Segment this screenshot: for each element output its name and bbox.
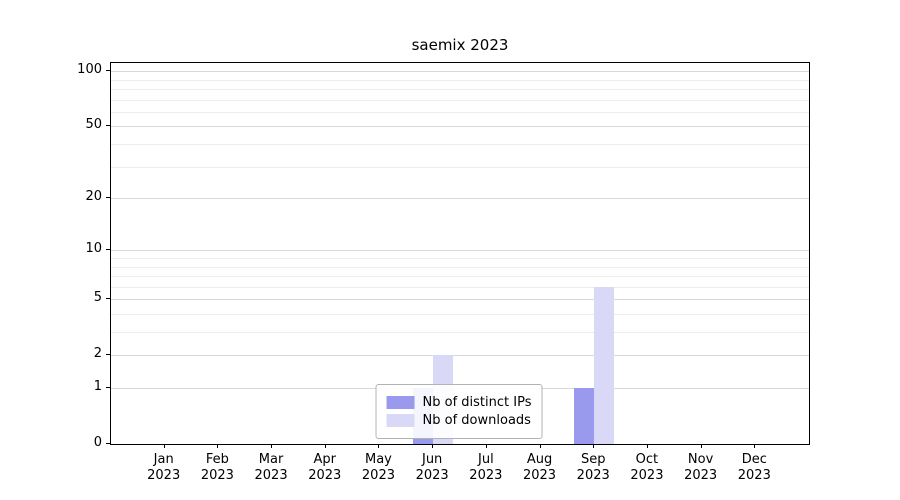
x-tick-month: Jan xyxy=(153,452,174,467)
x-tick-year: 2023 xyxy=(147,468,181,483)
x-tick-label: May 2023 xyxy=(348,452,408,484)
y-gridline xyxy=(111,79,809,81)
y-tick-label: 20 xyxy=(85,189,102,205)
y-tick-mark xyxy=(106,387,110,388)
y-gridline xyxy=(111,299,809,301)
y-gridline xyxy=(111,258,809,259)
x-tick-mark xyxy=(324,444,326,448)
x-tick-year: 2023 xyxy=(254,468,288,483)
y-tick-mark xyxy=(106,443,110,444)
x-tick-month: Dec xyxy=(741,452,767,467)
y-tick-label: 10 xyxy=(85,241,102,257)
x-tick-label: Jun 2023 xyxy=(402,452,462,484)
x-tick-month: Aug xyxy=(526,452,553,467)
y-gridline xyxy=(111,71,809,73)
x-tick-mark xyxy=(217,444,219,448)
y-gridline xyxy=(111,250,809,252)
y-tick-label: 2 xyxy=(93,346,102,362)
legend-label: Nb of distinct IPs xyxy=(422,395,532,410)
y-gridline xyxy=(111,198,809,200)
x-tick-mark xyxy=(378,444,380,448)
x-tick-year: 2023 xyxy=(522,468,557,483)
y-tick-label: 1 xyxy=(93,379,102,394)
x-tick-mark xyxy=(593,444,595,448)
x-tick-mark xyxy=(539,444,541,448)
x-tick-mark xyxy=(646,444,648,448)
y-gridline xyxy=(111,89,809,91)
y-tick-mark xyxy=(106,70,110,72)
x-tick-label: Jul 2023 xyxy=(456,452,516,484)
y-gridline xyxy=(111,99,809,101)
x-tick-month: Feb xyxy=(205,452,229,467)
y-gridline xyxy=(111,166,809,168)
legend-entry: Nb of distinct IPs xyxy=(386,395,532,410)
y-tick-label: 50 xyxy=(85,117,102,133)
legend-label: Nb of downloads xyxy=(422,413,531,428)
x-tick-label: Feb 2023 xyxy=(187,452,247,484)
x-tick-mark xyxy=(754,444,756,448)
x-tick-year: 2023 xyxy=(415,468,449,483)
x-tick-year: 2023 xyxy=(469,468,503,483)
x-tick-year: 2023 xyxy=(684,468,718,483)
x-tick-label: Dec 2023 xyxy=(724,452,784,484)
plot-area xyxy=(110,62,810,445)
y-tick-label: 5 xyxy=(93,290,102,306)
x-tick-year: 2023 xyxy=(630,468,664,483)
legend: Nb of distinct IPs Nb of downloads xyxy=(375,384,543,439)
y-tick-mark xyxy=(106,125,110,127)
y-gridline xyxy=(111,286,809,288)
legend-swatch xyxy=(386,414,415,427)
y-gridline xyxy=(111,332,809,334)
y-gridline xyxy=(111,144,809,146)
y-gridline xyxy=(111,276,809,278)
y-tick-mark xyxy=(106,197,110,199)
x-tick-label: Jan 2023 xyxy=(134,452,194,484)
x-tick-mark xyxy=(432,444,434,448)
bar-distinct-ips xyxy=(574,388,595,444)
x-tick-mark xyxy=(485,444,487,448)
x-tick-label: Apr 2023 xyxy=(295,452,355,484)
y-gridline xyxy=(111,266,809,268)
x-tick-month: Jun xyxy=(421,452,443,467)
y-gridline xyxy=(111,355,809,357)
legend-entry: Nb of downloads xyxy=(386,413,532,428)
x-tick-label: Mar 2023 xyxy=(241,452,301,484)
x-tick-month: Apr xyxy=(313,452,337,467)
y-gridline xyxy=(111,126,809,128)
x-tick-label: Aug 2023 xyxy=(510,452,570,484)
x-tick-mark xyxy=(163,444,165,448)
x-tick-mark xyxy=(700,444,702,448)
x-tick-year: 2023 xyxy=(308,468,342,483)
x-tick-year: 2023 xyxy=(361,468,395,483)
x-tick-label: Nov 2023 xyxy=(671,452,731,484)
x-tick-month: Sep xyxy=(580,452,606,467)
y-gridline xyxy=(111,111,809,113)
x-tick-month: Mar xyxy=(258,452,284,467)
x-tick-label: Oct 2023 xyxy=(617,452,677,484)
legend-swatch xyxy=(386,396,415,409)
x-tick-month: Jul xyxy=(478,452,494,467)
y-tick-mark xyxy=(106,354,110,356)
x-tick-mark xyxy=(271,444,273,448)
y-tick-label: 0 xyxy=(93,435,102,450)
x-tick-month: Oct xyxy=(635,452,659,467)
x-tick-month: Nov xyxy=(687,452,714,467)
y-tick-mark xyxy=(106,298,110,300)
bar-downloads xyxy=(594,286,615,444)
x-tick-label: Sep 2023 xyxy=(563,452,623,484)
y-tick-label: 100 xyxy=(77,62,102,78)
x-tick-year: 2023 xyxy=(200,468,234,483)
y-gridline xyxy=(111,313,809,315)
x-tick-month: May xyxy=(365,452,392,467)
x-tick-year: 2023 xyxy=(737,468,771,483)
chart-title: saemix 2023 xyxy=(411,36,509,54)
x-tick-year: 2023 xyxy=(576,468,610,483)
y-tick-mark xyxy=(106,249,110,251)
